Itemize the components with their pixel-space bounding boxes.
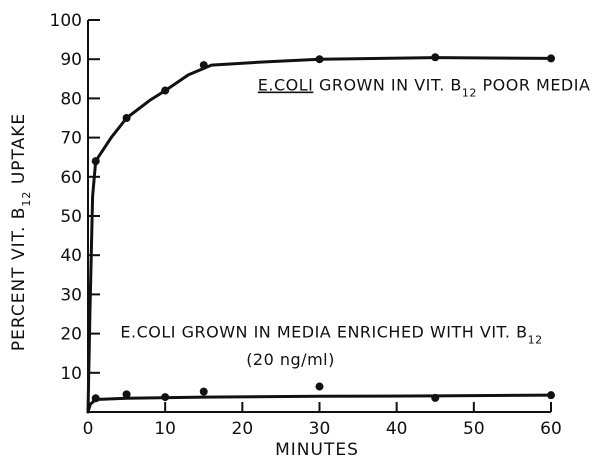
series-1-point	[315, 55, 324, 64]
annotation-3: (20 ng/ml)	[246, 350, 335, 369]
series-2-point	[161, 393, 170, 402]
x-tick-label: 60	[540, 419, 562, 439]
annotation-text: E.COLI	[258, 76, 314, 95]
y-tick-label: 70	[60, 129, 82, 149]
series-2-point	[199, 387, 208, 396]
series-2-point	[547, 391, 555, 400]
x-ticks: 0 10 20 30 40 50 60	[83, 402, 562, 439]
y-tick-label: 60	[60, 168, 82, 188]
y-tick-label: 100	[50, 11, 82, 31]
series-1-point	[91, 157, 100, 166]
annotation-text-end: POOR MEDIA	[477, 76, 591, 95]
annotation-subscript: 12	[528, 334, 543, 347]
y-tick-label: 40	[60, 246, 82, 266]
annotation-text: E.COLI GROWN IN MEDIA ENRICHED WITH VIT.…	[120, 323, 527, 342]
y-tick-label: 30	[60, 285, 82, 305]
x-tick-label: 0	[83, 419, 94, 439]
y-ticks: 10 20 30 40 50 60 70 80 90 100	[50, 11, 100, 384]
x-tick-label: 20	[232, 419, 254, 439]
series-1-point	[431, 53, 440, 62]
series-2-point	[122, 390, 131, 399]
data-points	[91, 53, 555, 403]
y-tick-label: 80	[60, 89, 82, 109]
series-1-point	[161, 86, 170, 95]
y-tick-label: 90	[60, 50, 82, 70]
series-1-point	[199, 61, 208, 70]
series-2-point	[91, 394, 100, 403]
x-tick-label: 10	[154, 419, 176, 439]
x-tick-label: 30	[309, 419, 331, 439]
y-axis-title-end: UPTAKE	[9, 113, 29, 191]
annotations: E.COLI GROWN IN VIT. B12 POOR MEDIAE.COL…	[120, 76, 590, 369]
annotation-subscript: 12	[462, 87, 477, 100]
annotation-text: (20 ng/ml)	[246, 350, 335, 369]
annotation-text-rest: GROWN IN VIT. B	[313, 76, 462, 95]
y-tick-label: 50	[60, 207, 82, 227]
x-tick-label: 50	[463, 419, 485, 439]
series-2-point	[315, 382, 324, 391]
x-tick-label: 40	[386, 419, 408, 439]
y-axis-title-main: PERCENT VIT. B	[9, 207, 29, 352]
y-tick-label: 10	[60, 364, 82, 384]
annotation-1: E.COLI GROWN IN VIT. B12 POOR MEDIA	[258, 76, 591, 100]
annotation-2: E.COLI GROWN IN MEDIA ENRICHED WITH VIT.…	[120, 323, 542, 347]
y-axis-title-sub: 12	[20, 191, 33, 207]
y-tick-label: 20	[60, 325, 82, 345]
series-1-point	[547, 54, 555, 63]
series-1-point	[122, 114, 131, 122]
series-2-point	[431, 393, 440, 402]
series-1-line	[86, 56, 553, 414]
x-axis-title: MINUTES	[275, 440, 359, 460]
y-axis-title: PERCENT VIT. B12 UPTAKE	[9, 113, 33, 351]
